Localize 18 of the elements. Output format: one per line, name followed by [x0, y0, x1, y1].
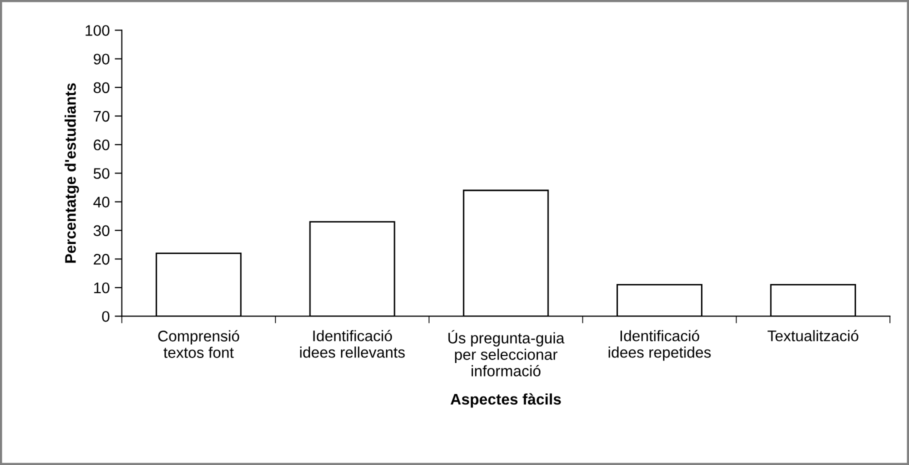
x-tick-label: Textualització: [768, 330, 858, 342]
y-axis-title: Percentatge d'estudiants: [64, 83, 79, 263]
x-tick-label: Comprensió textos font: [158, 330, 240, 358]
y-tick-label: 80: [94, 82, 110, 94]
y-tick-label: 20: [94, 254, 110, 265]
y-tick-label: 60: [94, 139, 110, 150]
y-tick-label: 30: [94, 225, 110, 236]
y-tick-label: 50: [94, 168, 110, 179]
x-tick-label: Identificació idees rellevants: [300, 330, 405, 358]
y-tick-label: 100: [86, 25, 110, 36]
x-tick-label: Ús pregunta-guia per seleccionar informació: [448, 330, 564, 376]
y-tick-label: 40: [93, 196, 110, 208]
y-tick-label: 90: [94, 54, 110, 65]
x-axis-title: Aspectes fàcils: [450, 393, 561, 408]
x-tick-label: Identificació idees repetides: [608, 330, 711, 361]
y-tick-label: 0: [102, 311, 110, 322]
y-tick-label: 70: [94, 110, 110, 122]
y-tick-label: 10: [94, 282, 110, 294]
